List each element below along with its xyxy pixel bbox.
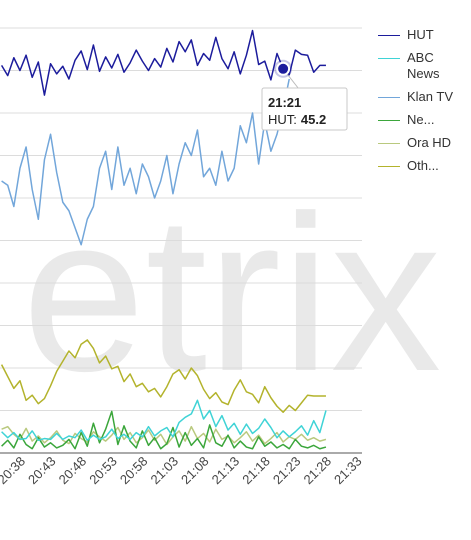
x-tick-label: 21:33 bbox=[331, 454, 365, 488]
x-tick-label: 21:28 bbox=[300, 454, 334, 488]
tooltip-body: HUT: 45.2 bbox=[268, 112, 326, 127]
legend-swatch bbox=[378, 35, 400, 36]
hover-marker bbox=[276, 61, 291, 76]
tooltip-label: HUT: bbox=[268, 112, 297, 127]
legend-label: HUT bbox=[407, 27, 434, 42]
x-tick-label: 20:43 bbox=[25, 454, 59, 488]
x-tick-label: 21:03 bbox=[147, 454, 181, 488]
series-line bbox=[0, 339, 326, 413]
legend-item[interactable]: HUT bbox=[378, 27, 455, 43]
legend-swatch bbox=[378, 58, 400, 59]
legend-swatch bbox=[378, 97, 400, 98]
legend-item[interactable]: Klan TV bbox=[378, 89, 455, 105]
x-tick-label: 21:18 bbox=[239, 454, 273, 488]
x-tick-label: 21:08 bbox=[178, 454, 212, 488]
series-line bbox=[1, 399, 327, 441]
legend-swatch bbox=[378, 166, 400, 167]
legend-label: Ne... bbox=[407, 112, 435, 127]
x-tick-label: 21:23 bbox=[270, 454, 304, 488]
legend-label: ABC News bbox=[407, 50, 440, 81]
legend-swatch bbox=[378, 143, 400, 144]
x-tick-label: 20:48 bbox=[56, 454, 90, 488]
x-tick-label: 20:38 bbox=[0, 454, 28, 488]
tooltip-box bbox=[261, 87, 348, 131]
tooltip-title: 21:21 bbox=[268, 95, 301, 110]
legend-label: Ora HD bbox=[407, 135, 452, 150]
legend-label: Klan TV bbox=[407, 89, 454, 104]
x-tick-label: 20:58 bbox=[117, 454, 151, 488]
legend-item[interactable]: Oth... bbox=[378, 158, 455, 174]
x-tick-label: 21:13 bbox=[209, 454, 243, 488]
legend-item[interactable]: ABC News bbox=[378, 50, 455, 82]
series-line bbox=[1, 410, 327, 450]
series-line bbox=[1, 425, 327, 446]
legend-item[interactable]: Ne... bbox=[378, 112, 455, 128]
tooltip: 21:21 HUT: 45.2 bbox=[261, 87, 348, 131]
legend-label: Oth... bbox=[407, 158, 439, 173]
x-tick-label: 20:53 bbox=[86, 454, 120, 488]
legend: HUT ABC News Klan TV Ne... Ora HD Oth... bbox=[378, 27, 458, 181]
tooltip-value: 45.2 bbox=[301, 112, 326, 127]
series-line bbox=[0, 29, 326, 96]
legend-item[interactable]: Ora HD bbox=[378, 135, 455, 151]
watermark: etrix bbox=[22, 170, 441, 418]
legend-swatch bbox=[378, 120, 400, 121]
series-line bbox=[1, 78, 290, 246]
